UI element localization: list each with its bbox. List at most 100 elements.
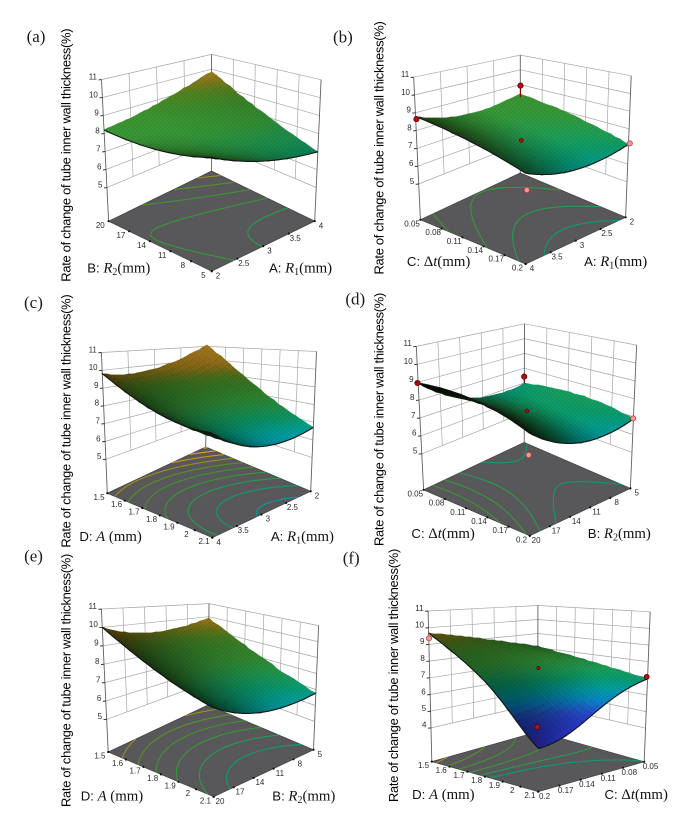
svg-text:D: A (mm): D: A (mm): [412, 787, 475, 803]
svg-text:2.5: 2.5: [601, 229, 613, 238]
svg-text:6: 6: [421, 687, 426, 696]
svg-text:C: Δt(mm): C: Δt(mm): [407, 254, 470, 270]
svg-text:3: 3: [266, 515, 271, 524]
svg-text:B: R2(mm): B: R2(mm): [87, 260, 150, 278]
svg-text:0.14: 0.14: [468, 246, 484, 255]
svg-text:1.7: 1.7: [130, 767, 142, 776]
svg-text:8: 8: [95, 126, 100, 135]
svg-text:D: A (mm): D: A (mm): [81, 788, 144, 804]
svg-text:D: A (mm): D: A (mm): [79, 529, 142, 545]
svg-text:C: Δt(mm): C: Δt(mm): [411, 526, 474, 542]
svg-text:0.08: 0.08: [425, 228, 441, 237]
svg-text:10: 10: [89, 620, 98, 629]
svg-text:0.08: 0.08: [429, 499, 445, 508]
svg-text:7: 7: [96, 144, 101, 153]
svg-text:1.9: 1.9: [165, 781, 177, 790]
svg-text:5: 5: [98, 712, 103, 721]
svg-text:0.11: 0.11: [447, 237, 463, 246]
svg-text:3.5: 3.5: [551, 253, 563, 262]
svg-text:1.8: 1.8: [146, 515, 158, 524]
svg-text:9: 9: [94, 381, 99, 390]
svg-text:0.17: 0.17: [493, 526, 509, 535]
svg-text:10: 10: [404, 357, 413, 366]
svg-text:10: 10: [89, 363, 98, 372]
svg-text:1.9: 1.9: [489, 781, 501, 790]
svg-text:5: 5: [422, 704, 427, 713]
svg-text:5: 5: [318, 750, 323, 759]
svg-text:17: 17: [116, 231, 125, 240]
svg-text:0.05: 0.05: [404, 219, 420, 228]
svg-text:(c): (c): [24, 293, 43, 312]
svg-text:7: 7: [96, 675, 101, 684]
svg-text:A: R1(mm): A: R1(mm): [584, 254, 647, 272]
svg-text:0.05: 0.05: [643, 762, 659, 771]
svg-text:2.1: 2.1: [524, 791, 536, 800]
svg-text:0.14: 0.14: [471, 517, 487, 526]
svg-text:A: R1(mm): A: R1(mm): [271, 529, 334, 547]
svg-text:11: 11: [592, 508, 601, 517]
svg-text:1.7: 1.7: [453, 771, 465, 780]
svg-text:8: 8: [410, 393, 415, 402]
svg-text:10: 10: [89, 90, 98, 99]
svg-text:Rate of change of tube inner w: Rate of change of tube inner wall thickn…: [59, 554, 74, 807]
svg-text:5: 5: [634, 489, 639, 498]
svg-text:Rate of change of tube inner w: Rate of change of tube inner wall thickn…: [59, 29, 74, 282]
svg-text:2: 2: [630, 218, 635, 227]
svg-text:11: 11: [276, 769, 285, 778]
svg-text:5: 5: [97, 452, 102, 461]
svg-text:1.9: 1.9: [163, 522, 175, 531]
svg-text:(f): (f): [343, 548, 360, 567]
svg-text:0.11: 0.11: [601, 774, 617, 783]
svg-text:Rate of change of tube inner w: Rate of change of tube inner wall thickn…: [372, 22, 387, 275]
svg-text:4: 4: [319, 221, 324, 230]
svg-text:9: 9: [406, 106, 411, 115]
svg-text:1.8: 1.8: [471, 776, 483, 785]
svg-text:1.5: 1.5: [93, 493, 105, 502]
svg-text:5: 5: [98, 180, 103, 189]
svg-text:B: R2(mm): B: R2(mm): [272, 788, 335, 806]
svg-text:20: 20: [216, 797, 225, 806]
svg-text:11: 11: [415, 604, 424, 613]
svg-text:0.2: 0.2: [516, 535, 528, 544]
svg-text:7: 7: [408, 141, 413, 150]
svg-text:8: 8: [181, 261, 186, 270]
svg-text:1.7: 1.7: [128, 508, 140, 517]
svg-text:7: 7: [95, 417, 100, 426]
svg-text:1.8: 1.8: [147, 774, 159, 783]
svg-text:4: 4: [216, 538, 221, 547]
svg-text:8: 8: [95, 657, 100, 666]
svg-text:10: 10: [415, 621, 424, 630]
svg-text:5: 5: [413, 447, 418, 456]
svg-text:17: 17: [552, 527, 561, 536]
svg-text:1.6: 1.6: [436, 766, 448, 775]
svg-text:2: 2: [216, 271, 221, 280]
svg-text:1.5: 1.5: [418, 761, 430, 770]
svg-text:(d): (d): [345, 290, 365, 309]
svg-text:0.14: 0.14: [579, 780, 595, 789]
svg-text:2: 2: [510, 786, 515, 795]
svg-text:11: 11: [158, 251, 167, 260]
svg-text:14: 14: [137, 241, 146, 250]
svg-text:8: 8: [298, 759, 303, 768]
svg-text:11: 11: [89, 72, 98, 81]
svg-text:2: 2: [315, 492, 320, 501]
svg-text:8: 8: [95, 399, 100, 408]
svg-text:9: 9: [409, 375, 414, 384]
svg-text:1.6: 1.6: [112, 759, 124, 768]
svg-text:5: 5: [410, 177, 415, 186]
svg-text:(e): (e): [24, 546, 43, 565]
svg-text:9: 9: [420, 637, 425, 646]
svg-text:3.5: 3.5: [290, 234, 302, 243]
svg-text:1.5: 1.5: [94, 752, 106, 761]
svg-text:A: R1(mm): A: R1(mm): [269, 260, 332, 278]
svg-text:3: 3: [580, 241, 585, 250]
svg-text:7: 7: [411, 411, 416, 420]
svg-text:(a): (a): [27, 27, 46, 46]
svg-text:0.08: 0.08: [622, 768, 638, 777]
svg-text:1.6: 1.6: [111, 500, 123, 509]
svg-text:0.11: 0.11: [450, 508, 466, 517]
svg-text:7: 7: [421, 671, 426, 680]
svg-text:0.05: 0.05: [408, 489, 424, 498]
svg-text:Rate of change of tube inner w: Rate of change of tube inner wall thickn…: [59, 295, 74, 548]
svg-text:17: 17: [236, 788, 245, 797]
